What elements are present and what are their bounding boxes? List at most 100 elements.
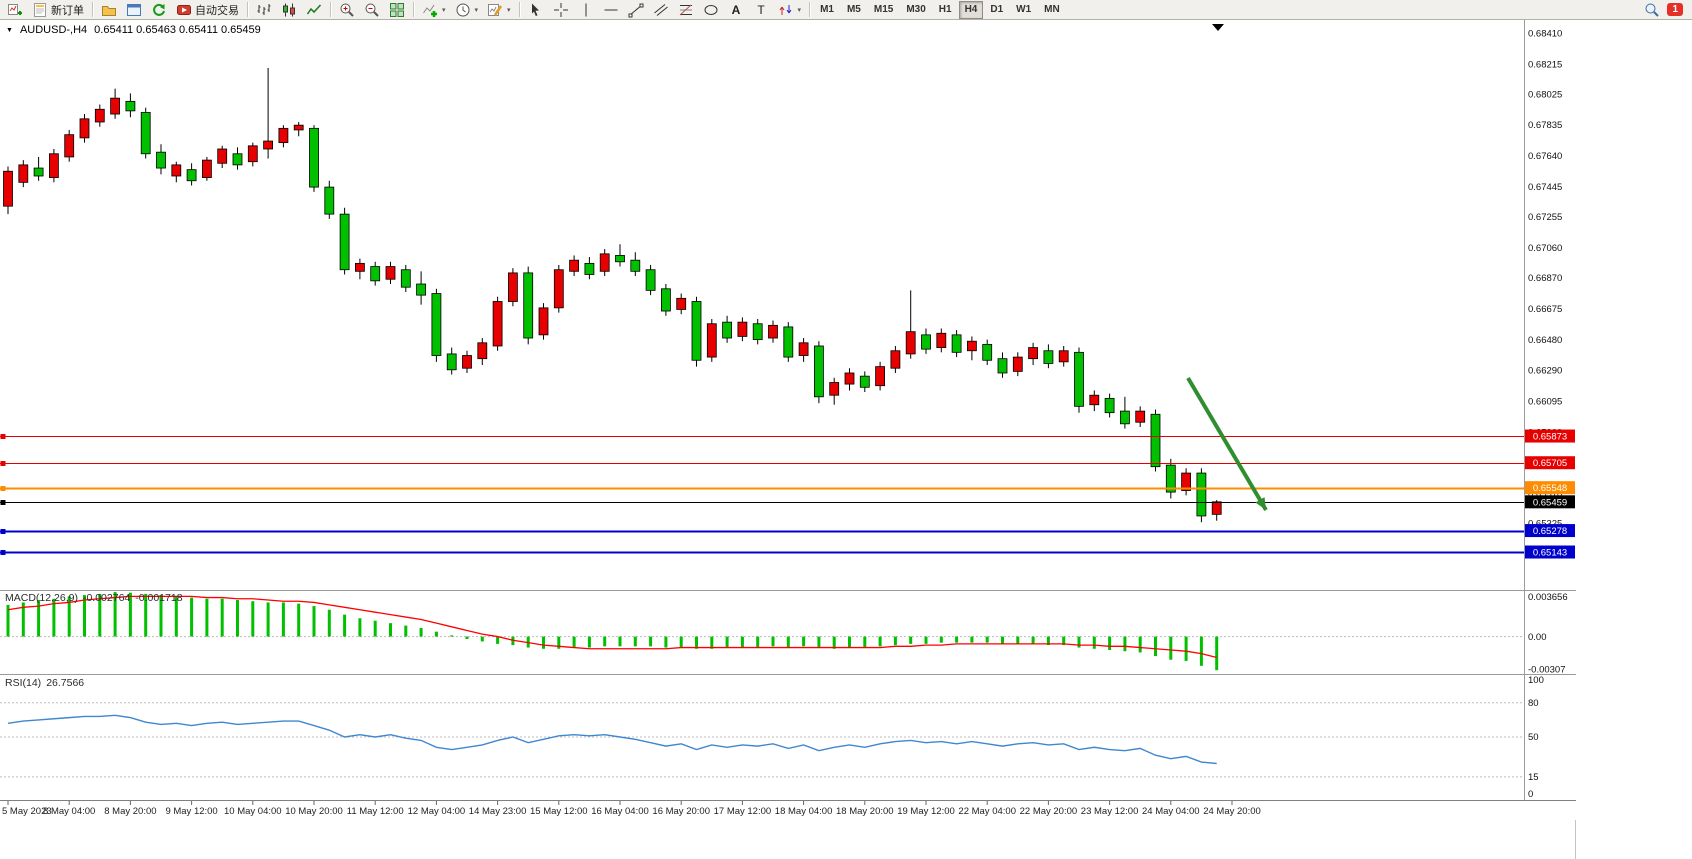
candlestick-chart-button[interactable]	[277, 1, 301, 19]
toolbar: 新订单 自动交易 ▾ ▾ ▾ A T ▾ M1 M5 M15 M30 H1 H4 D1 W1 MN 1	[0, 0, 1692, 20]
channel-button[interactable]	[649, 1, 673, 19]
horizontal-line-button[interactable]	[599, 1, 623, 19]
macd-signal-value: -0.001718	[135, 592, 183, 604]
line-anchor-handle[interactable]	[0, 550, 6, 555]
price-scale-label: 0.66095	[1528, 396, 1562, 407]
timeframe-button-w1[interactable]: W1	[1016, 4, 1032, 15]
symbol-period-label: AUDUSD-,H4	[19, 24, 88, 36]
price-badge	[1525, 429, 1575, 443]
price-scale-label: 0.67255	[1528, 212, 1562, 223]
cursor-button[interactable]	[524, 1, 548, 19]
tile-windows-icon	[389, 2, 405, 18]
arrows-button[interactable]: ▾	[774, 1, 806, 19]
line-anchor-handle[interactable]	[0, 434, 6, 439]
periods-button[interactable]: ▾	[451, 1, 483, 19]
candle-body	[1196, 472, 1207, 517]
rsi-scale-label: 80	[1528, 698, 1539, 709]
time-axis-label: 5 May 2023	[2, 806, 52, 817]
candle-body	[400, 269, 411, 288]
data-window-button[interactable]	[122, 1, 146, 19]
vertical-line-button[interactable]	[574, 1, 598, 19]
line-anchor-handle[interactable]	[0, 529, 6, 534]
candle-body	[186, 169, 197, 182]
zoom-out-icon	[364, 2, 380, 18]
candle-body	[737, 321, 748, 337]
search-button[interactable]	[1640, 1, 1664, 19]
toolbar-separator	[413, 2, 414, 17]
timeframe-button-m30[interactable]: M30	[906, 4, 926, 15]
candle-body	[967, 340, 977, 352]
autotrade-button[interactable]: 自动交易	[172, 1, 243, 19]
new-chart-button[interactable]	[3, 1, 27, 19]
timeframe-button-h1[interactable]: H1	[938, 4, 952, 15]
price-scale[interactable]: 0.68410 0.68215 0.68025 0.67835 0.67640 0.674…	[1525, 29, 1575, 560]
timeframe-button-d1[interactable]: D1	[990, 4, 1004, 15]
collapse-triangle-icon[interactable]: ▼	[6, 26, 13, 34]
candle-body	[890, 350, 901, 369]
channel-icon	[653, 2, 669, 18]
trend-arrow[interactable]	[1186, 376, 1268, 512]
candle-body	[1043, 350, 1054, 364]
timeframe-button-mn[interactable]: MN	[1044, 4, 1060, 15]
price-scale-label: 0.66675	[1528, 304, 1562, 315]
hline-icon	[603, 2, 619, 18]
candle-body	[676, 297, 687, 310]
zoom-in-button[interactable]	[335, 1, 359, 19]
line-anchor-handle[interactable]	[0, 500, 6, 505]
candle-body	[477, 342, 488, 360]
toolbar-separator	[330, 2, 331, 17]
shapes-button[interactable]	[699, 1, 723, 19]
refresh-button[interactable]	[147, 1, 171, 19]
line-chart-icon	[306, 2, 322, 18]
candle-body	[278, 127, 289, 144]
timeframe-button-m15[interactable]: M15	[873, 4, 894, 15]
line-anchor-handle[interactable]	[0, 461, 6, 466]
candle-body	[844, 372, 855, 385]
autotrade-button-label: 自动交易	[195, 4, 239, 17]
trendline-button[interactable]	[624, 1, 648, 19]
candle-body	[156, 151, 166, 169]
timeframe-button-m5[interactable]: M5	[846, 4, 861, 15]
macd-signal-line	[7, 595, 1217, 659]
indicators-button[interactable]: ▾	[418, 1, 450, 19]
candle-body	[492, 301, 503, 347]
notification-badge[interactable]: 1	[1667, 3, 1683, 16]
fibonacci-button[interactable]	[674, 1, 698, 19]
time-axis-label: 8 May 20:00	[104, 806, 156, 817]
templates-button[interactable]: ▾	[483, 1, 515, 19]
chart-area: 0.68410 0.68215 0.68025 0.67835 0.67640 0.674…	[0, 20, 1576, 859]
candle-body	[431, 293, 442, 356]
time-axis-label: 18 May 04:00	[775, 806, 833, 817]
candle-body	[645, 269, 656, 291]
search-icon	[1644, 2, 1660, 18]
time-axis-label: 22 May 04:00	[958, 806, 1016, 817]
price-scale-label: 0.67640	[1528, 151, 1562, 162]
toolbar-separator	[518, 2, 520, 17]
timeframe-button-m1[interactable]: M1	[820, 4, 834, 15]
chart-shift-marker-icon[interactable]	[1212, 24, 1224, 31]
text-button[interactable]: A	[724, 1, 748, 19]
tile-windows-button[interactable]	[385, 1, 409, 19]
price-badge-label: 0.65548	[1533, 483, 1567, 494]
zoom-out-button[interactable]	[360, 1, 384, 19]
candle-body	[523, 272, 534, 339]
new-order-button[interactable]: 新订单	[28, 1, 88, 19]
candle-body	[49, 153, 59, 178]
price-chart[interactable]: 0.68410 0.68215 0.68025 0.67835 0.67640 0.674…	[0, 20, 1576, 820]
timeframe-button-h4[interactable]: H4	[958, 0, 984, 19]
label-button[interactable]: T	[749, 1, 773, 19]
profiles-button[interactable]	[97, 1, 121, 19]
toolbar-separator	[247, 2, 248, 17]
rsi-label: RSI(14) 26.7566	[5, 677, 89, 689]
line-chart-button[interactable]	[302, 1, 326, 19]
bar-chart-button[interactable]	[252, 1, 276, 19]
candle-body	[385, 266, 396, 280]
candle-body	[1074, 351, 1084, 407]
candle-body	[905, 331, 916, 355]
rsi-line	[7, 714, 1217, 765]
crosshair-button[interactable]	[549, 1, 573, 19]
line-anchor-handle[interactable]	[0, 486, 6, 491]
candle-body	[553, 269, 564, 309]
